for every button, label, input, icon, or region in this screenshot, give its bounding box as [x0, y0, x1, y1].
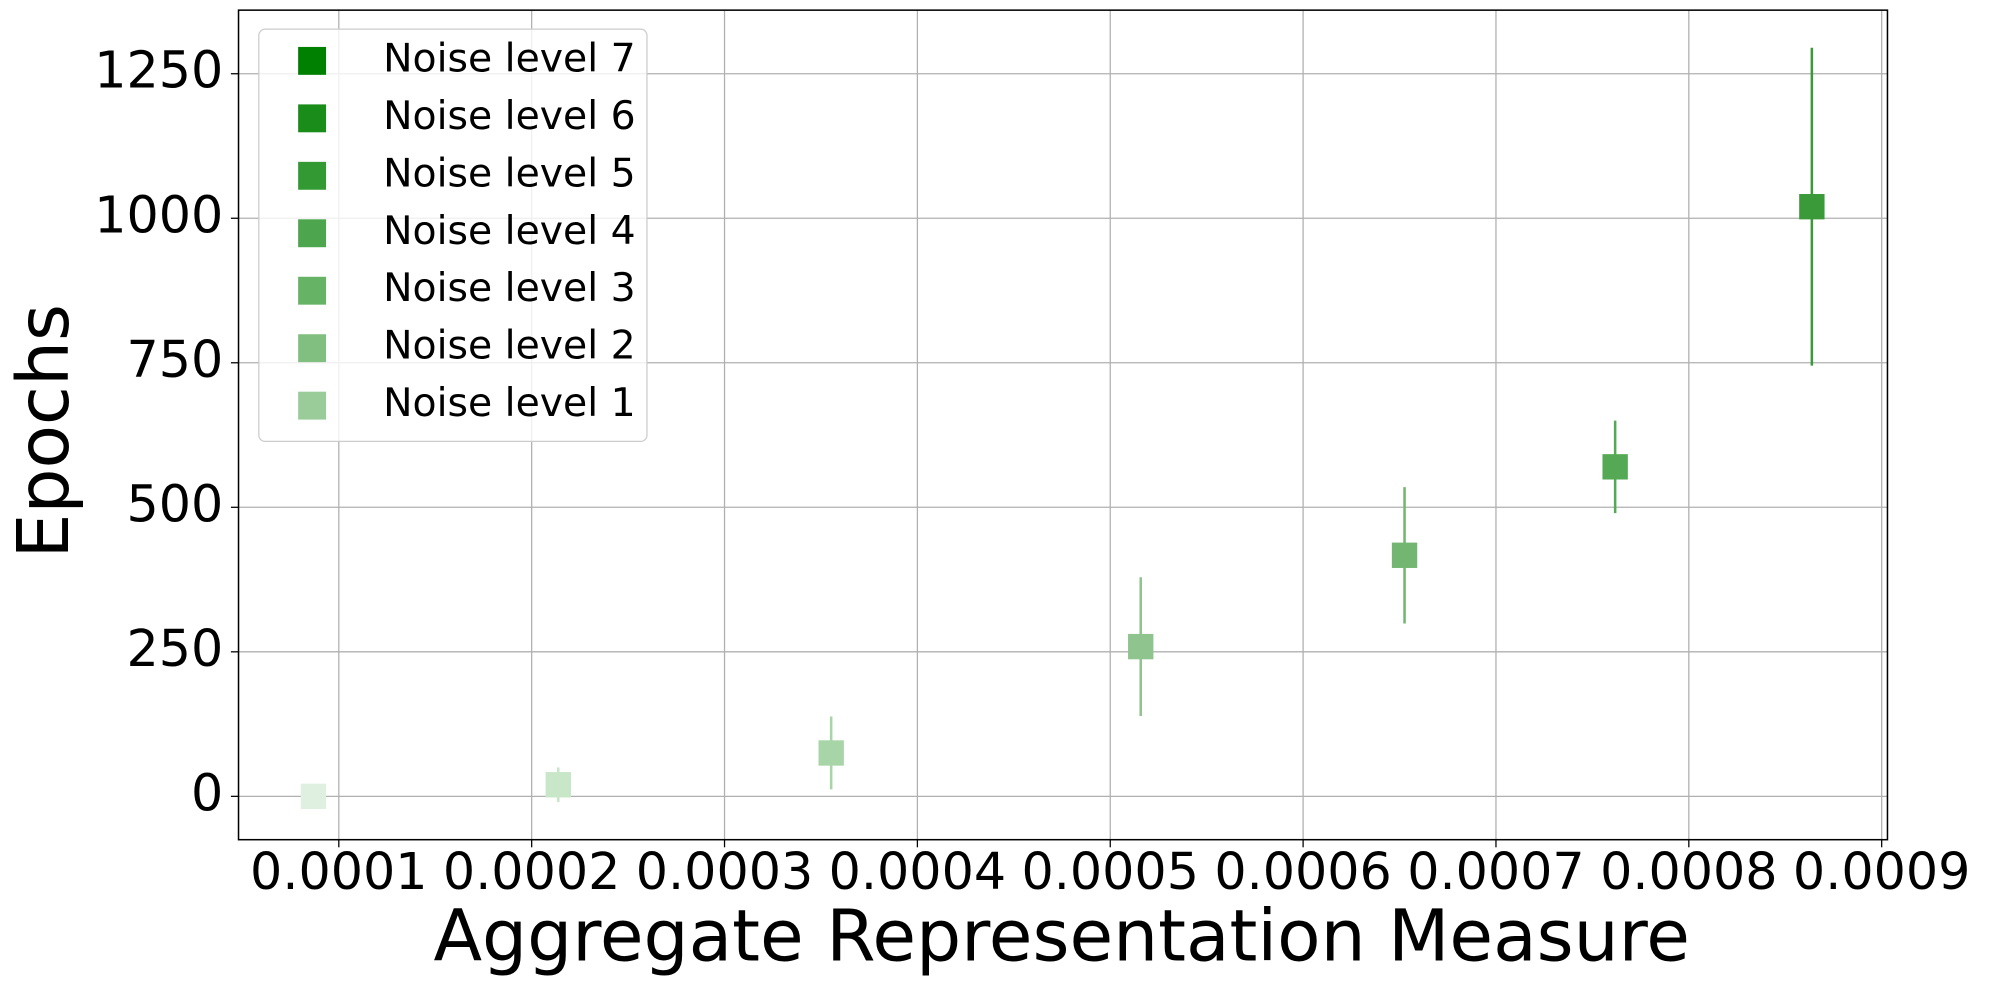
legend-label: Noise level 7	[383, 36, 636, 81]
marker	[1602, 454, 1628, 480]
legend-swatch	[298, 276, 327, 305]
grid	[238, 10, 1888, 840]
x-tick-label: 0.0007	[1407, 842, 1584, 901]
legend-label: Noise level 6	[383, 94, 636, 139]
marker	[1799, 194, 1825, 220]
x-axis-label: Aggregate Representation Measure	[433, 895, 1690, 978]
y-tick-label: 750	[126, 330, 223, 389]
x-tick-label: 0.0008	[1600, 842, 1777, 901]
marker	[300, 783, 327, 810]
x-tick-label: 0.0005	[1022, 842, 1199, 901]
x-tick-label: 0.0003	[636, 842, 813, 901]
legend-box	[258, 28, 648, 443]
y-axis-label: Epochs	[2, 304, 85, 558]
legend-swatch	[298, 46, 327, 75]
marker	[545, 772, 571, 798]
legend: Noise level 7 Noise level 6 Noise level 5 N…	[258, 28, 648, 443]
legend-swatch	[298, 391, 327, 420]
marker	[1128, 633, 1154, 660]
legend-swatch	[298, 161, 327, 190]
x-tick-label: 0.0002	[443, 842, 620, 901]
y-tick-label: 500	[126, 474, 223, 533]
legend-swatch	[298, 104, 327, 133]
y-tick-label: 1250	[94, 41, 223, 100]
marker	[1391, 542, 1418, 568]
x-tick-label: 0.0001	[250, 842, 427, 901]
legend-label: Noise level 5	[383, 151, 636, 196]
y-tick-label: 1000	[94, 185, 223, 244]
y-tick-label: 0	[191, 763, 223, 822]
legend-swatch	[298, 219, 327, 248]
plot-frame	[237, 9, 1889, 841]
legend-swatch	[298, 334, 327, 363]
legend-label: Noise level 4	[383, 209, 636, 254]
y-tick-label: 250	[126, 619, 223, 678]
legend-label: Noise level 2	[383, 324, 636, 369]
x-tick-label: 0.0006	[1214, 842, 1391, 901]
legend-label: Noise level 1	[383, 381, 636, 426]
x-tick-label: 0.0004	[829, 842, 1006, 901]
marker	[818, 740, 844, 766]
x-tick-label: 0.0009	[1793, 842, 1970, 901]
legend-label: Noise level 3	[383, 266, 636, 311]
